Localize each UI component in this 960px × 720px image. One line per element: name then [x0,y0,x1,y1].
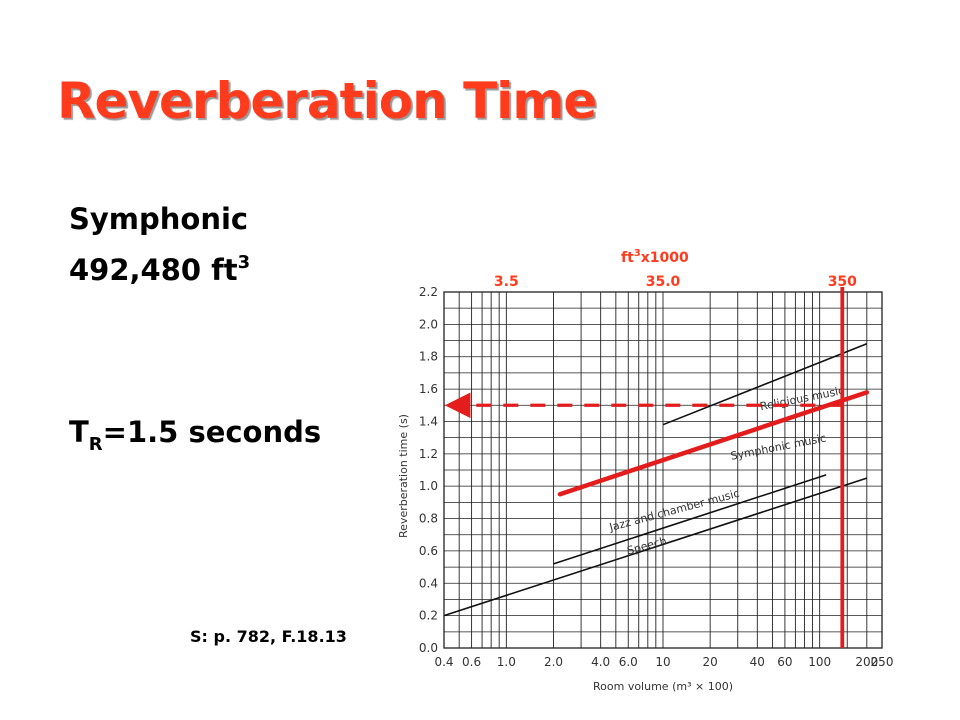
x-tick-label: 20 [703,655,718,669]
volume-text: 492,480 ft [69,253,238,287]
top-axis-tick-label: 3.5 [494,274,519,290]
y-tick-label: 0.0 [419,641,438,655]
slide-title: Reverberation Time [57,72,597,130]
top-axis-exponent: 3 [633,248,641,259]
x-tick-label: 1.0 [497,655,516,669]
y-tick-label: 1.2 [419,447,438,461]
x-tick-label: 0.4 [434,655,453,669]
volume-value: 492,480 ft3 [69,253,250,287]
y-tick-label: 0.8 [419,512,438,526]
top-axis-suffix: x1000 [640,250,689,266]
result-subscript: R [88,434,103,455]
x-tick-label: 4.0 [591,655,610,669]
x-tick-label: 10 [655,655,670,669]
subject-label: Symphonic [69,202,249,236]
y-tick-label: 1.6 [419,382,438,396]
y-tick-label: 0.4 [419,576,438,590]
x-tick-label: 60 [777,655,792,669]
source-citation: S: p. 782, F.18.13 [190,627,347,646]
x-tick-label: 250 [871,655,894,669]
result-text: =1.5 seconds [102,415,322,449]
top-axis-tick-label: 35.0 [646,274,681,290]
top-axis-label-text: ft [621,250,634,266]
y-tick-label: 1.4 [419,414,438,428]
result-prefix: T [69,415,89,449]
series-line [443,477,868,617]
top-axis-tick-label: 350 [828,274,857,290]
y-tick-label: 2.2 [419,285,438,299]
y-tick-label: 1.8 [419,350,438,364]
y-axis-label: Reverberation time (s) [397,414,410,538]
y-tick-label: 0.6 [419,544,438,558]
x-tick-label: 200 [855,655,878,669]
x-tick-label: 40 [750,655,765,669]
series-line [662,343,868,426]
x-tick-label: 100 [808,655,831,669]
y-tick-label: 2.0 [419,317,438,331]
symphonic-highlight-line [557,390,870,497]
x-tick-label: 2.0 [544,655,563,669]
y-tick-label: 1.0 [419,479,438,493]
x-tick-label: 0.6 [462,655,481,669]
result-value: TR=1.5 seconds [69,415,322,454]
x-tick-label: 6.0 [619,655,638,669]
y-tick-label: 0.2 [419,609,438,623]
top-axis-unit-label: ft3x1000 [621,248,689,267]
x-axis-label: Room volume (m³ × 100) [593,680,733,693]
series-line [553,474,827,565]
volume-exponent: 3 [237,252,251,273]
